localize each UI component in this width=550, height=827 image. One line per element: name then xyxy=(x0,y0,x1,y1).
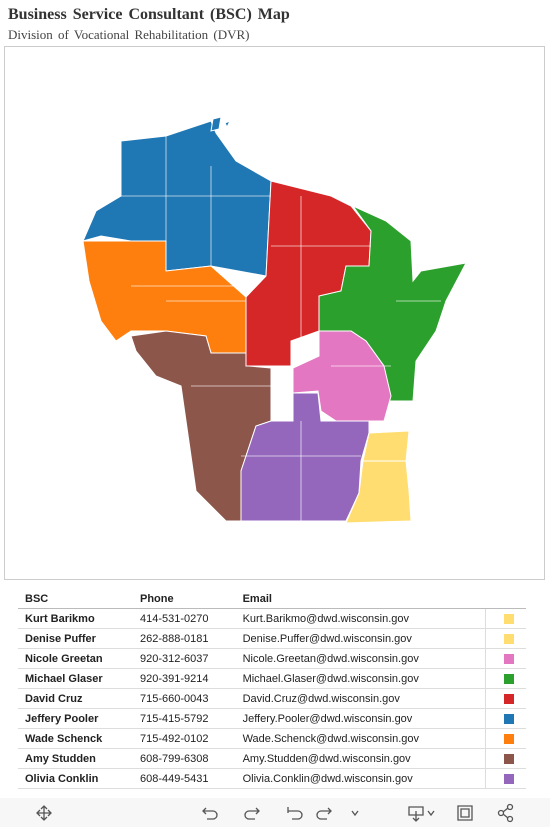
color-swatch xyxy=(504,613,514,624)
bsc-table: BSC Phone Email Kurt Barikmo 414-531-0270 Ku… xyxy=(18,590,526,789)
swatch-cell xyxy=(485,688,526,709)
bsc-name: Wade Schenck xyxy=(18,728,133,749)
column-header xyxy=(485,590,526,609)
color-swatch xyxy=(504,713,514,724)
bsc-name: Michael Glaser xyxy=(18,668,133,689)
table-row: Amy Studden 608-799-6308 Amy.Studden@dwd.w… xyxy=(18,748,526,769)
phone: 608-799-6308 xyxy=(133,748,236,769)
phone: 608-449-5431 xyxy=(133,768,236,789)
swatch-cell xyxy=(485,748,526,769)
bsc-name: Amy Studden xyxy=(18,748,133,769)
email: Jeffery.Pooler@dwd.wisconsin.gov xyxy=(235,708,486,729)
region xyxy=(345,460,412,524)
email: Amy.Studden@dwd.wisconsin.gov xyxy=(235,748,486,769)
swatch-cell xyxy=(485,668,526,689)
color-swatch xyxy=(504,653,514,664)
email: Michael.Glaser@dwd.wisconsin.gov xyxy=(235,668,486,689)
swatch-cell xyxy=(485,708,526,729)
email: Wade.Schenck@dwd.wisconsin.gov xyxy=(235,728,486,749)
redo-icon[interactable] xyxy=(244,807,260,820)
subtitle: Division of Vocational Rehabilitation (D… xyxy=(8,27,250,42)
undo-icon[interactable] xyxy=(202,807,218,820)
table-row: Denise Puffer 262-888-0181 Denise.Puffer@d… xyxy=(18,628,526,649)
color-swatch xyxy=(504,773,514,784)
download-icon[interactable] xyxy=(408,806,435,822)
email: Denise.Puffer@dwd.wisconsin.gov xyxy=(235,628,486,649)
phone: 715-660-0043 xyxy=(133,688,236,709)
phone: 920-391-9214 xyxy=(133,668,236,689)
table-row: Jeffery Pooler 715-415-5792 Jeffery.Pooler… xyxy=(18,708,526,729)
table-row: Michael Glaser 920-391-9214 Michael.Glaser… xyxy=(18,668,526,689)
color-swatch xyxy=(504,693,514,704)
phone: 715-415-5792 xyxy=(133,708,236,729)
swatch-cell xyxy=(485,608,526,629)
email: Olivia.Conklin@dwd.wisconsin.gov xyxy=(235,768,486,789)
swatch-cell xyxy=(485,728,526,749)
table-row: Olivia Conklin 608-449-5431 Olivia.Conklin… xyxy=(18,768,526,789)
phone: 414-531-0270 xyxy=(133,608,236,629)
phone: 715-492-0102 xyxy=(133,728,236,749)
refresh-icon[interactable] xyxy=(316,807,359,820)
region xyxy=(224,120,232,129)
share-icon[interactable] xyxy=(497,803,514,823)
email: David.Cruz@dwd.wisconsin.gov xyxy=(235,688,486,709)
bsc-name: Denise Puffer xyxy=(18,628,133,649)
color-swatch xyxy=(504,633,514,644)
swatch-cell xyxy=(485,648,526,669)
table-row: Nicole Greetan 920-312-6037 Nicole.Greetan… xyxy=(18,648,526,669)
column-header: Phone xyxy=(133,590,236,609)
column-header: BSC xyxy=(18,590,133,609)
bsc-name: Kurt Barikmo xyxy=(18,608,133,629)
bsc-name: Nicole Greetan xyxy=(18,648,133,669)
move-icon[interactable] xyxy=(36,805,52,821)
email: Kurt.Barikmo@dwd.wisconsin.gov xyxy=(235,608,486,629)
swatch-cell xyxy=(485,768,526,789)
map xyxy=(82,116,467,524)
table-row: Wade Schenck 715-492-0102 Wade.Schenck@dwd… xyxy=(18,728,526,749)
column-header: Email xyxy=(235,590,486,609)
bsc-name: David Cruz xyxy=(18,688,133,709)
color-swatch xyxy=(504,753,514,764)
color-swatch xyxy=(504,733,514,744)
toolbar xyxy=(0,798,550,827)
header-row: BSC Phone Email xyxy=(18,590,526,609)
title: Business Service Consultant (BSC) Map xyxy=(8,6,290,23)
bsc-name: Jeffery Pooler xyxy=(18,708,133,729)
fullscreen-icon[interactable] xyxy=(457,805,473,821)
revert-icon[interactable] xyxy=(287,807,303,820)
bsc-name: Olivia Conklin xyxy=(18,768,133,789)
swatch-cell xyxy=(485,628,526,649)
region xyxy=(210,116,222,132)
map-panel xyxy=(4,46,545,580)
phone: 920-312-6037 xyxy=(133,648,236,669)
color-swatch xyxy=(504,673,514,684)
table-row: David Cruz 715-660-0043 David.Cruz@dwd.wis… xyxy=(18,688,526,709)
phone: 262-888-0181 xyxy=(133,628,236,649)
email: Nicole.Greetan@dwd.wisconsin.gov xyxy=(235,648,486,669)
region xyxy=(362,430,410,462)
table-row: Kurt Barikmo 414-531-0270 Kurt.Barikmo@dwd… xyxy=(18,608,526,629)
